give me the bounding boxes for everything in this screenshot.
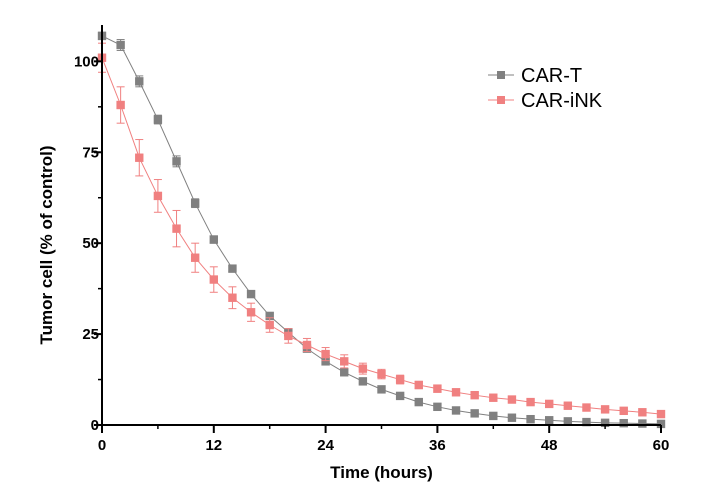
legend: CAR-T CAR-iNK <box>488 65 603 112</box>
data-point <box>172 157 181 166</box>
data-point <box>377 369 386 379</box>
x-tick-label: 12 <box>205 437 222 454</box>
data-point <box>656 409 666 419</box>
y-tick-label: 25 <box>82 326 99 343</box>
data-point <box>265 320 274 330</box>
data-point <box>153 191 163 201</box>
data-point <box>563 401 573 410</box>
data-point <box>190 253 200 262</box>
data-point <box>135 153 144 162</box>
data-point <box>153 115 163 124</box>
data-point <box>377 385 386 394</box>
y-axis-title: Tumor cell (% of control) <box>37 146 56 345</box>
data-point <box>433 384 442 393</box>
data-point <box>321 357 330 366</box>
data-point <box>582 403 591 412</box>
x-tick-label: 24 <box>317 437 334 454</box>
data-point <box>507 413 517 422</box>
data-point <box>507 395 517 404</box>
data-point <box>228 264 237 273</box>
data-point <box>433 402 442 412</box>
data-point <box>340 357 349 366</box>
data-point <box>489 411 498 421</box>
data-point <box>638 419 647 428</box>
data-point <box>638 408 647 417</box>
data-point <box>358 377 368 386</box>
data-point <box>340 368 349 377</box>
data-point <box>395 375 405 384</box>
data-point <box>489 393 498 402</box>
data-point <box>600 418 610 428</box>
data-point <box>190 198 200 208</box>
data-point <box>563 417 573 426</box>
legend-label: CAR-iNK <box>521 90 603 112</box>
data-point <box>209 235 218 244</box>
data-point <box>470 390 479 400</box>
y-tick-label: 100 <box>74 53 99 70</box>
data-point <box>395 391 405 401</box>
data-point <box>619 406 628 416</box>
data-point <box>526 414 535 424</box>
x-axis-title: Time (hours) <box>330 463 433 482</box>
legend-marker <box>497 96 505 104</box>
data-point <box>619 418 628 428</box>
y-tick-label: 0 <box>91 417 99 434</box>
data-point <box>209 275 218 284</box>
data-point <box>526 397 535 407</box>
data-point <box>414 380 423 390</box>
x-tick-label: 36 <box>429 437 446 454</box>
data-point <box>265 311 274 321</box>
x-tick-label: 0 <box>98 437 106 454</box>
plot-area <box>97 31 666 429</box>
y-tick-label: 50 <box>82 235 99 252</box>
data-point <box>582 417 591 427</box>
x-tick-label: 48 <box>541 437 558 454</box>
legend-label: CAR-T <box>521 65 582 87</box>
x-tick-label: 60 <box>653 437 670 454</box>
data-point <box>116 100 125 110</box>
legend-marker <box>497 71 505 79</box>
series-car-t <box>97 31 666 429</box>
data-point <box>451 406 461 415</box>
data-point <box>414 397 423 407</box>
data-point <box>358 364 368 373</box>
data-point <box>172 224 181 233</box>
data-point <box>246 308 256 317</box>
y-tick-label: 75 <box>82 144 99 161</box>
data-point <box>284 331 293 341</box>
data-point <box>600 405 610 414</box>
data-point <box>116 40 125 50</box>
data-point <box>302 340 312 350</box>
data-point <box>228 293 237 302</box>
tick-marks: 0 12 24 36 48 60 0 25 50 75 100 <box>74 53 669 454</box>
data-point <box>451 388 461 397</box>
series-car-ink <box>97 42 666 419</box>
data-point <box>656 419 666 429</box>
data-point <box>321 349 330 359</box>
data-point <box>545 399 554 409</box>
data-point <box>545 416 554 425</box>
data-point <box>470 409 479 418</box>
data-point <box>246 289 256 299</box>
data-point <box>135 77 144 86</box>
